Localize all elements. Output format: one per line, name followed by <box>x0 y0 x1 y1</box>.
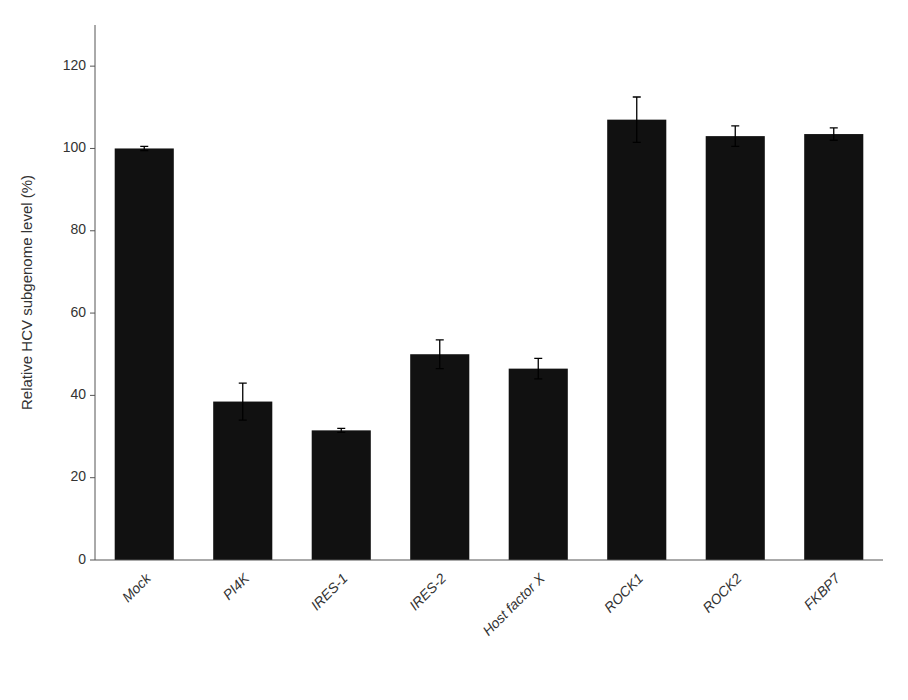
y-tick-label: 80 <box>70 221 86 237</box>
page: {"chart_data": {"type": "bar", "ylabel":… <box>0 0 908 700</box>
x-tick-label: FKBP7 <box>801 569 845 613</box>
error-bar <box>239 383 247 420</box>
x-tick-label: ROCK1 <box>601 570 646 615</box>
y-tick-label: 40 <box>70 386 86 402</box>
axes: 0 20 40 60 80 100 120 Mock PI4K IRES-1 IRES-2 Host … <box>63 25 883 639</box>
error-bar <box>436 340 444 369</box>
plot-marks <box>115 97 864 560</box>
error-bar <box>140 146 148 150</box>
bar <box>312 430 371 560</box>
bar <box>804 134 863 560</box>
y-tick <box>90 313 95 314</box>
bar <box>509 369 568 560</box>
error-bar <box>731 126 739 147</box>
chart-container: 0 20 40 60 80 100 120 Mock PI4K IRES-1 IRES-2 Host … <box>0 0 908 700</box>
error-bar <box>633 97 641 142</box>
x-tick-label: IRES-1 <box>308 570 351 613</box>
y-tick-label: 0 <box>78 551 86 567</box>
x-tick-label: Mock <box>119 569 155 605</box>
error-bar <box>830 128 838 140</box>
x-tick-label: ROCK2 <box>699 570 745 616</box>
x-tick-label: IRES-2 <box>406 570 449 613</box>
y-tick <box>90 560 95 561</box>
y-tick <box>90 477 95 478</box>
bar <box>410 354 469 560</box>
y-tick <box>90 66 95 67</box>
y-tick <box>90 230 95 231</box>
bar <box>213 402 272 560</box>
error-bar <box>534 358 542 379</box>
y-tick-label: 60 <box>70 304 86 320</box>
chart-svg: 0 20 40 60 80 100 120 Mock PI4K IRES-1 IRES-2 Host … <box>0 0 908 700</box>
y-tick-label: 20 <box>70 468 86 484</box>
y-tick <box>90 395 95 396</box>
x-tick-label: Host factor X <box>479 570 548 639</box>
y-tick <box>90 148 95 149</box>
y-axis-line <box>95 25 96 560</box>
error-bar <box>337 428 345 432</box>
bar <box>115 148 174 560</box>
y-axis-label: Relative HCV subgenome level (%) <box>18 175 35 410</box>
x-tick-label: PI4K <box>219 570 252 603</box>
y-tick-label: 120 <box>63 57 87 73</box>
bar <box>706 136 765 560</box>
bar <box>607 120 666 560</box>
x-axis-line <box>95 560 883 561</box>
y-tick-label: 100 <box>63 139 87 155</box>
